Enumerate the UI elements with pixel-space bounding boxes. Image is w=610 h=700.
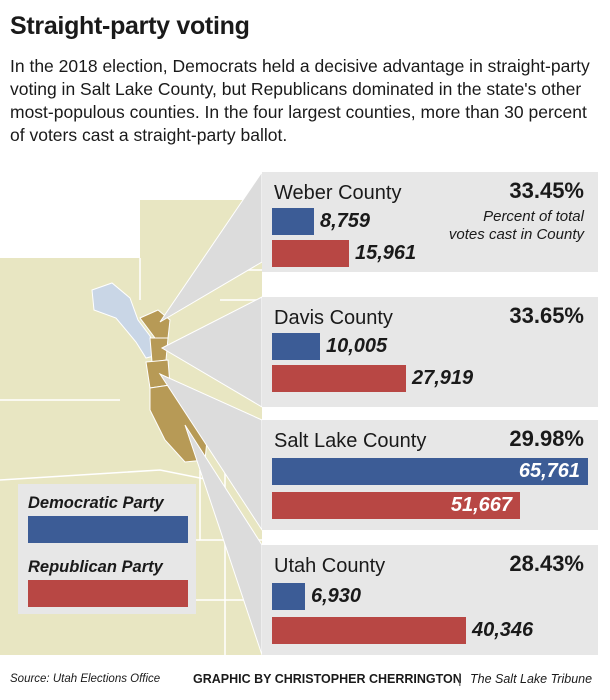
legend-swatch-republican [28, 580, 188, 607]
value-label-republican: 51,667 [450, 494, 512, 516]
chart-title: Straight-party voting [10, 12, 250, 40]
panel-davis-county: Davis County 33.65% 10,005 27,919 [262, 297, 598, 407]
bar-democratic [272, 333, 320, 360]
percent-label: 28.43% [509, 551, 584, 576]
legend-swatch-democratic [28, 516, 188, 543]
value-label-democratic: 6,930 [311, 585, 362, 607]
value-label-republican: 40,346 [472, 619, 534, 641]
panel-utah-county: Utah County 28.43% 6,930 40,346 [262, 545, 598, 655]
legend-label-democratic: Democratic Party [28, 494, 164, 512]
county-name: Weber County [274, 182, 402, 204]
value-label-democratic: 8,759 [320, 210, 371, 232]
panel-salt-lake-county: Salt Lake County 29.98% 65,761 51,667 [262, 420, 598, 530]
bar-democratic [272, 208, 314, 235]
percent-note: Percent of total votes cast in County [448, 208, 584, 243]
panel-weber-county: Weber County 33.45% Percent of total vot… [262, 172, 598, 272]
chart-subtitle: In the 2018 election, Democrats held a d… [10, 56, 590, 145]
legend: Democratic Party Republican Party [18, 484, 196, 614]
bar-republican [272, 492, 520, 519]
bar-democratic [272, 458, 588, 485]
county-name: Salt Lake County [274, 430, 427, 452]
publication-name: The Salt Lake Tribune [470, 672, 593, 686]
source-note: Source: Utah Elections Office [10, 673, 161, 685]
value-label-republican: 15,961 [355, 242, 417, 264]
bar-republican [272, 240, 349, 267]
legend-label-republican: Republican Party [28, 558, 163, 576]
percent-label: 33.65% [509, 303, 584, 328]
percent-label: 29.98% [509, 426, 584, 451]
footer-separator: | [458, 670, 462, 686]
county-name: Davis County [274, 307, 393, 329]
percent-label: 33.45% [509, 178, 584, 203]
value-label-republican: 27,919 [412, 367, 474, 389]
county-name: Utah County [274, 555, 386, 577]
graphic-credit: GRAPHIC BY CHRISTOPHER CHERRINGTON [193, 672, 462, 686]
bar-republican [272, 617, 466, 644]
bar-republican [272, 365, 406, 392]
weber-county-shape [139, 309, 171, 339]
value-label-democratic: 10,005 [326, 335, 388, 357]
bar-democratic [272, 583, 305, 610]
value-label-democratic: 65,761 [518, 460, 580, 482]
